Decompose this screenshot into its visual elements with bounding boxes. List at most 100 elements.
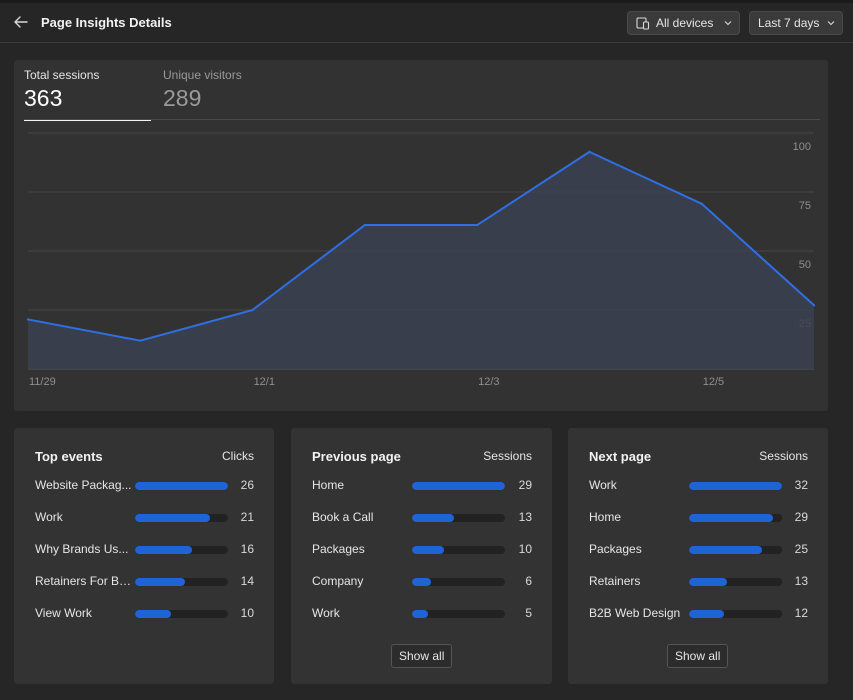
row-value: 10 (240, 606, 254, 620)
bar-fill (412, 610, 429, 618)
bar-track (135, 482, 228, 490)
data-point (363, 223, 367, 227)
devices-dropdown[interactable]: All devices (627, 11, 740, 35)
date-range-dropdown[interactable]: Last 7 days (749, 11, 843, 35)
bar-fill (689, 482, 782, 490)
data-point (588, 150, 591, 154)
list-item[interactable]: Work 21 (14, 510, 274, 526)
bar-fill (135, 578, 186, 586)
list-item[interactable]: Home 29 (568, 510, 828, 526)
bar-fill (412, 578, 432, 586)
y-tick-label: 50 (799, 259, 811, 271)
tab-label: Total sessions (24, 68, 100, 82)
bar-fill (135, 514, 211, 522)
panel-metric: Sessions (759, 449, 808, 463)
row-label: Book a Call (312, 510, 374, 524)
bar-track (135, 546, 228, 554)
bar-track (135, 610, 228, 618)
bar-track (412, 482, 505, 490)
list-item[interactable]: Packages 10 (291, 542, 552, 558)
y-tick-label: 75 (799, 200, 811, 212)
bar-fill (135, 546, 193, 554)
row-label: Home (312, 478, 345, 492)
bar-fill (135, 610, 171, 618)
bar-fill (689, 610, 724, 618)
row-label: Packages (312, 542, 365, 556)
row-value: 26 (240, 478, 254, 492)
devices-label: All devices (656, 16, 714, 30)
show-all-button[interactable]: Show all (667, 644, 729, 668)
row-value: 32 (794, 478, 808, 492)
row-value: 6 (525, 574, 532, 588)
bar-fill (689, 546, 762, 554)
row-label: Home (589, 510, 622, 524)
data-point (812, 304, 816, 307)
list-item[interactable]: Website Packag... 26 (14, 478, 274, 494)
bar-fill (689, 514, 774, 522)
bar-track (135, 514, 228, 522)
row-value: 12 (794, 606, 808, 620)
tab-value: 289 (163, 85, 202, 111)
top-border (0, 0, 853, 3)
row-value: 16 (240, 542, 254, 556)
bar-track (412, 578, 505, 586)
bar-fill (412, 482, 505, 490)
row-label: Website Packag... (35, 478, 132, 492)
row-label: B2B Web Design (589, 606, 681, 620)
list-item[interactable]: Book a Call 13 (291, 510, 552, 526)
list-item[interactable]: Packages 25 (568, 542, 828, 558)
x-tick-label: 12/5 (703, 376, 724, 388)
bar-track (689, 578, 782, 586)
row-label: Work (35, 510, 63, 524)
series-line (27, 150, 815, 342)
bar-fill (135, 482, 228, 490)
row-value: 5 (525, 606, 532, 620)
next-page-panel: Next page Sessions Work 32 Home 29 Packa… (568, 428, 828, 684)
data-point (26, 318, 30, 321)
row-label: Retainers For B2... (35, 574, 133, 588)
bar-fill (412, 546, 445, 554)
y-tick-label: 100 (793, 141, 811, 153)
page-title: Page Insights Details (41, 15, 172, 30)
header-bar: Page Insights Details All devices Last 7… (0, 3, 853, 43)
tab-label: Unique visitors (163, 68, 242, 82)
tab-unique-visitors[interactable]: Unique visitors 289 (163, 68, 242, 112)
list-item[interactable]: Home 29 (291, 478, 552, 494)
row-label: Retainers (589, 574, 641, 588)
list-item[interactable]: Work 5 (291, 606, 552, 622)
panel-title: Next page (589, 449, 652, 464)
panel-title: Previous page (312, 449, 401, 464)
series-area (28, 151, 814, 369)
bar-fill (689, 578, 727, 586)
row-value: 14 (240, 574, 254, 588)
previous-page-panel: Previous page Sessions Home 29 Book a Ca… (291, 428, 552, 684)
panel-title: Top events (35, 449, 103, 464)
bar-track (412, 546, 505, 554)
list-item[interactable]: View Work 10 (14, 606, 274, 622)
x-tick-label: 12/3 (478, 376, 499, 388)
bar-track (412, 610, 505, 618)
list-item[interactable]: Why Brands Us... 16 (14, 542, 274, 558)
arrow-left-icon[interactable] (12, 13, 30, 31)
data-point (139, 339, 142, 342)
bar-track (689, 482, 782, 490)
list-item[interactable]: Work 32 (568, 478, 828, 494)
show-all-button[interactable]: Show all (391, 644, 453, 668)
data-point (475, 223, 479, 227)
top-events-panel: Top events Clicks Website Packag... 26 W… (14, 428, 274, 684)
list-item[interactable]: Company 6 (291, 574, 552, 590)
bar-track (135, 578, 228, 586)
x-tick-label: 11/29 (29, 376, 56, 388)
tab-total-sessions[interactable]: Total sessions 363 (24, 68, 151, 121)
bar-track (412, 514, 505, 522)
row-value: 25 (794, 542, 808, 556)
list-item[interactable]: Retainers 13 (568, 574, 828, 590)
tab-value: 363 (24, 85, 63, 111)
date-range-label: Last 7 days (758, 16, 820, 30)
devices-icon (636, 17, 650, 30)
list-item[interactable]: Retainers For B2... 14 (14, 574, 274, 590)
x-tick-label: 12/1 (254, 376, 275, 388)
list-item[interactable]: B2B Web Design 12 (568, 606, 828, 622)
